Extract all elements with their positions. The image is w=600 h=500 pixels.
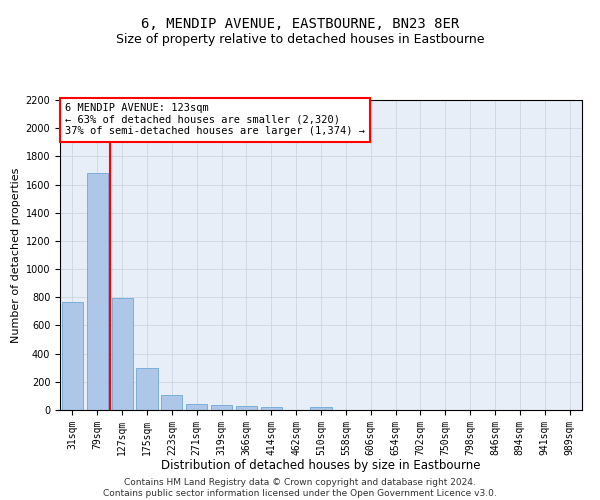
Bar [161, 394, 182, 410]
Y-axis label: Number of detached properties: Number of detached properties [11, 168, 22, 342]
Text: Contains HM Land Registry data © Crown copyright and database right 2024.
Contai: Contains HM Land Registry data © Crown c… [103, 478, 497, 498]
Bar [186, 404, 207, 410]
Text: Size of property relative to detached houses in Eastbourne: Size of property relative to detached ho… [116, 32, 484, 46]
Bar [261, 407, 282, 410]
Bar [62, 302, 83, 410]
X-axis label: Distribution of detached houses by size in Eastbourne: Distribution of detached houses by size … [161, 459, 481, 472]
Bar [211, 406, 232, 410]
Text: 6, MENDIP AVENUE, EASTBOURNE, BN23 8ER: 6, MENDIP AVENUE, EASTBOURNE, BN23 8ER [141, 18, 459, 32]
Bar [236, 406, 257, 410]
Bar [136, 368, 158, 410]
Text: 6 MENDIP AVENUE: 123sqm
← 63% of detached houses are smaller (2,320)
37% of semi: 6 MENDIP AVENUE: 123sqm ← 63% of detache… [65, 103, 365, 136]
Bar [87, 174, 108, 410]
Bar [112, 298, 133, 410]
Bar [310, 407, 332, 410]
